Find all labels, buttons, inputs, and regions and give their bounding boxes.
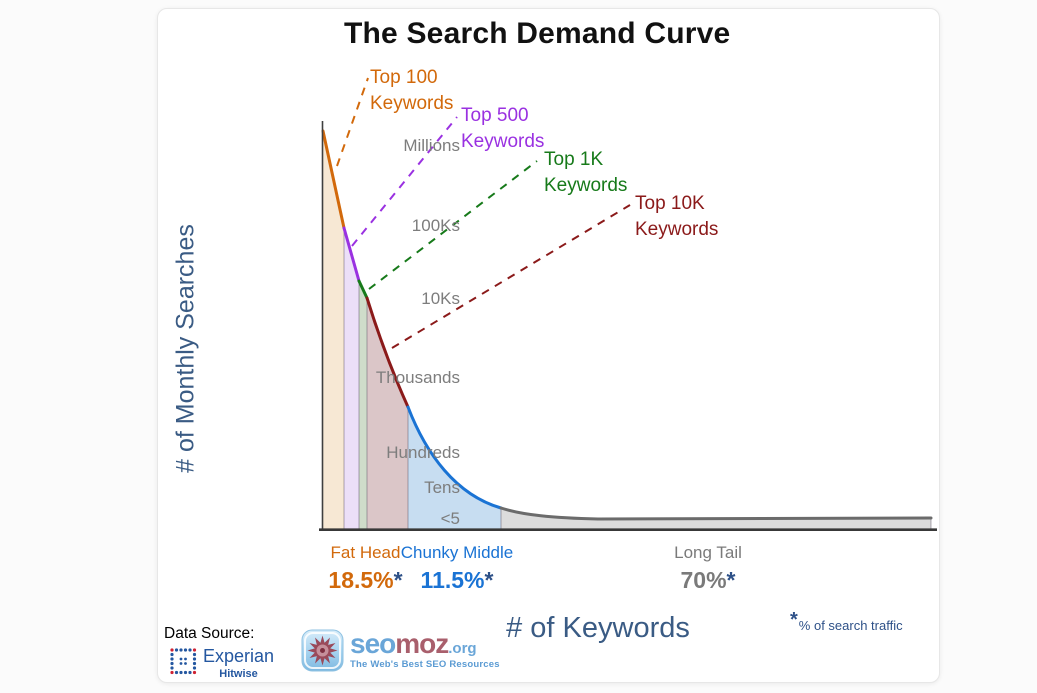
demand-curve xyxy=(321,129,933,521)
demand-curve-plot xyxy=(319,77,937,532)
chunky-middle-curve-segment xyxy=(406,405,503,510)
y-tick-10ks: 10Ks xyxy=(421,289,460,308)
seomoz-tagline: The Web's Best SEO Resources xyxy=(350,659,500,670)
top-500-leader-line xyxy=(351,116,458,247)
top-1k-leader-line xyxy=(368,160,538,290)
region-share-value: 18.5% xyxy=(328,567,394,593)
y-tick-thousands: Thousands xyxy=(375,368,460,387)
region-share-value: 70% xyxy=(680,567,727,593)
long-tail-region-label: Long Tail 70%* xyxy=(646,543,770,594)
chart-card: The Search Demand Curve xyxy=(157,8,940,683)
top-100-curve-segment xyxy=(321,129,346,230)
top-100-fill xyxy=(322,131,344,529)
label-line-2: Keywords xyxy=(544,175,628,196)
leader-lines xyxy=(336,77,631,349)
top-500-fill xyxy=(344,228,359,529)
label-line-1: Top 100 xyxy=(370,67,438,88)
region-name: Fat Head xyxy=(330,543,401,562)
y-axis-title: # of Monthly Searches xyxy=(171,224,200,473)
label-line-1: Top 1K xyxy=(544,149,604,170)
x-axis-title: # of Keywords xyxy=(506,612,690,644)
region-share-value: 11.5% xyxy=(420,567,485,593)
experian-hitwise-logo: Experian Hitwise xyxy=(168,646,274,681)
long-tail-curve-segment xyxy=(499,506,933,521)
top-100-keywords-label: Top 100 Keywords xyxy=(370,65,453,117)
top-100-leader-line xyxy=(336,77,369,167)
top-10k-curve-segment xyxy=(365,296,410,409)
top-1k-curve-segment xyxy=(357,279,369,300)
chunky-middle-region-label: Chunky Middle 11.5%* xyxy=(396,543,518,594)
experian-dots-icon xyxy=(170,648,197,675)
region-share-asterisk: * xyxy=(484,567,494,593)
label-line-2: Keywords xyxy=(370,93,454,114)
long-tail-fill xyxy=(501,508,931,529)
top-1k-fill xyxy=(359,281,367,529)
fat-head-region-label: Fat Head 18.5%* xyxy=(308,543,423,594)
data-source-label: Data Source: xyxy=(164,625,255,642)
region-name: Long Tail xyxy=(674,543,742,562)
chart-title: The Search Demand Curve xyxy=(344,17,731,50)
top-10k-fill xyxy=(367,298,408,529)
y-tick-100ks: 100Ks xyxy=(411,216,460,235)
top-500-keywords-label: Top 500 Keywords xyxy=(461,103,544,155)
label-line-1: Top 10K xyxy=(635,193,705,214)
top-10k-keywords-label: Top 10K Keywords xyxy=(635,191,718,243)
hitwise-wordmark: Hitwise xyxy=(219,668,258,680)
region-share-asterisk: * xyxy=(726,567,736,593)
seomoz-wordmark-org: .org xyxy=(448,640,477,657)
y-tick-millions: Millions xyxy=(403,136,460,155)
top-500-curve-segment xyxy=(342,226,361,283)
top-10k-leader-line xyxy=(391,204,631,349)
seomoz-starburst-icon xyxy=(301,629,344,672)
traffic-footnote: * % of search traffic xyxy=(790,610,903,633)
footnote-text: % of search traffic xyxy=(798,618,903,633)
seomoz-logo: seomoz.org The Web's Best SEO Resources xyxy=(301,629,500,672)
label-line-1: Top 500 xyxy=(461,105,529,126)
seomoz-wordmark-moz: moz xyxy=(395,628,449,659)
seomoz-wordmark-seo: seo xyxy=(350,628,396,659)
footnote-asterisk: * xyxy=(790,609,798,631)
label-line-2: Keywords xyxy=(461,131,545,152)
experian-wordmark: Experian xyxy=(203,646,275,666)
region-name: Chunky Middle xyxy=(400,543,514,562)
region-separators xyxy=(343,228,932,529)
label-line-2: Keywords xyxy=(635,219,719,240)
y-tick-tens: Tens xyxy=(424,478,460,497)
top-1k-keywords-label: Top 1K Keywords xyxy=(544,147,627,199)
region-share-asterisk: * xyxy=(393,567,403,593)
y-tick-lt5: <5 xyxy=(440,509,460,528)
y-tick-hundreds: Hundreds xyxy=(386,443,460,462)
